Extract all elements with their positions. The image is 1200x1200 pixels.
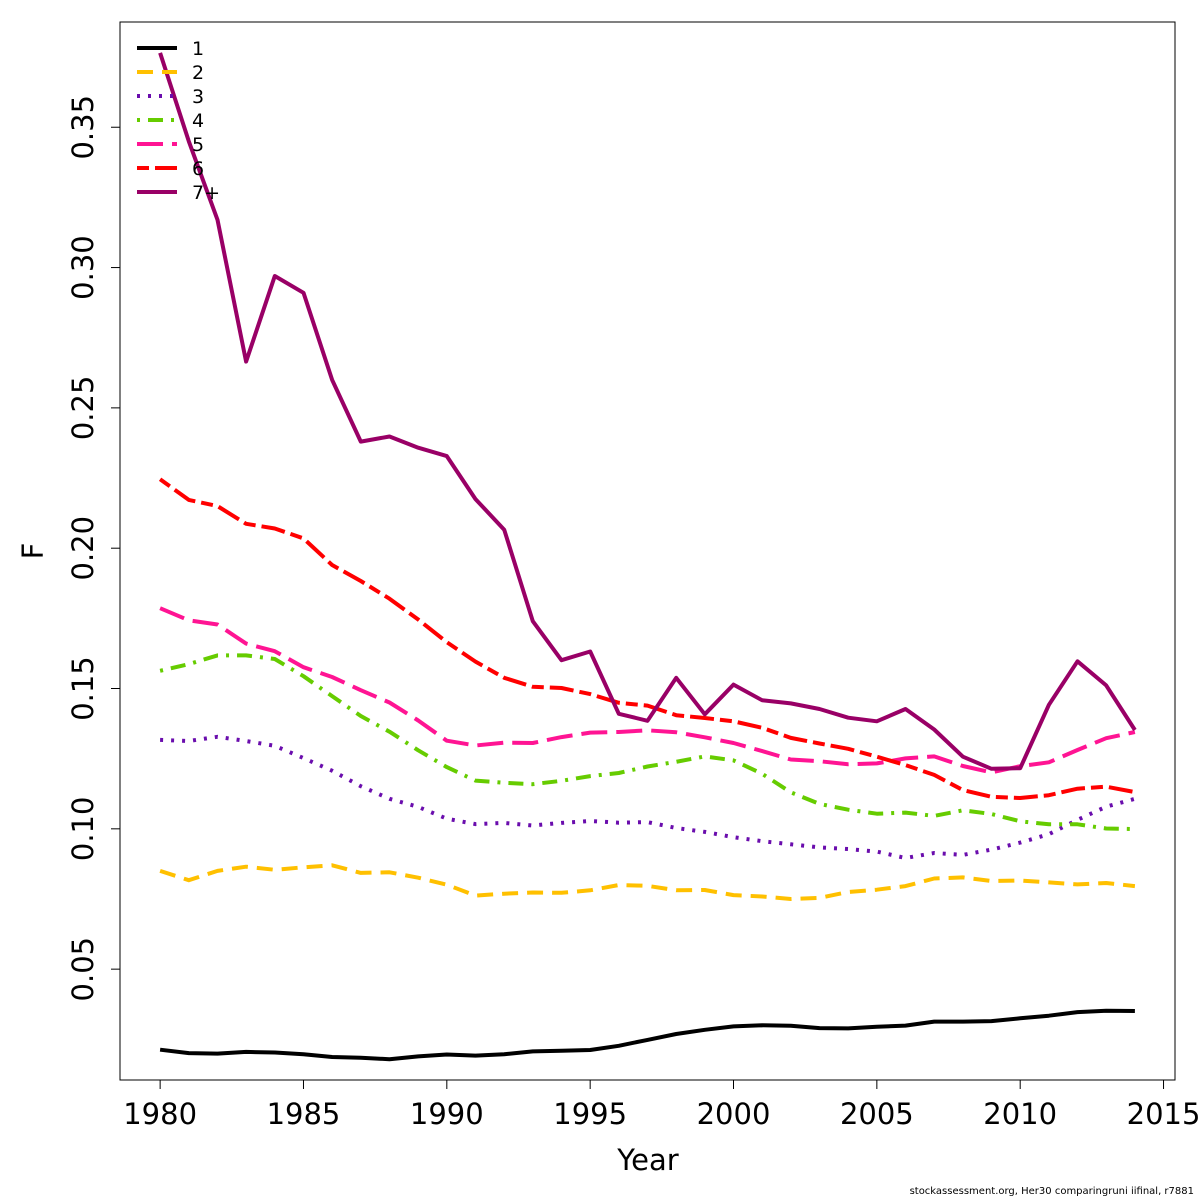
legend-label: 7+ — [192, 182, 220, 204]
x-tick-label: 2000 — [697, 1097, 771, 1131]
y-tick-label: 0.20 — [66, 516, 100, 581]
legend-label: 6 — [192, 158, 204, 180]
y-tick-label: 0.30 — [66, 235, 100, 300]
y-axis-label: F — [16, 543, 50, 560]
legend-label: 4 — [192, 110, 204, 132]
series-layer — [158, 52, 1137, 1062]
legend-label: 2 — [192, 62, 204, 84]
series-line-4 — [159, 653, 1135, 832]
legend-label: 3 — [192, 86, 204, 108]
y-tick-label: 0.15 — [66, 656, 100, 721]
y-tick-label: 0.35 — [66, 95, 100, 160]
y-tick-label: 0.25 — [66, 376, 100, 441]
x-tick-label: 1995 — [553, 1097, 627, 1131]
series-line-7plus — [158, 52, 1137, 771]
x-axis-label: Year — [616, 1143, 678, 1177]
x-tick-label: 1985 — [267, 1097, 341, 1131]
x-axis: 1980 1985 1990 1995 2000 2005 2010 2015 — [123, 1079, 1200, 1131]
x-tick-label: 2005 — [840, 1097, 914, 1131]
y-tick-label: 0.05 — [66, 937, 100, 1002]
x-tick-label: 1990 — [410, 1097, 484, 1131]
footer-credit: stockassessment.org, Her30 comparingruni… — [909, 1186, 1194, 1197]
legend-label: 1 — [192, 38, 204, 60]
plot-area — [119, 21, 1176, 1081]
x-tick-label: 1980 — [123, 1097, 197, 1131]
series-line-2 — [159, 863, 1136, 901]
series-line-1 — [159, 1008, 1135, 1062]
legend-label: 5 — [192, 134, 204, 156]
series-line-5 — [159, 606, 1136, 775]
x-tick-label: 2015 — [1127, 1097, 1200, 1131]
x-tick-label: 2010 — [983, 1097, 1057, 1131]
y-axis: 0.05 0.10 0.15 0.20 0.25 0.30 0.35 — [66, 95, 121, 1002]
series-line-6 — [158, 477, 1136, 800]
series-line-3 — [160, 734, 1136, 860]
y-tick-label: 0.10 — [66, 797, 100, 862]
